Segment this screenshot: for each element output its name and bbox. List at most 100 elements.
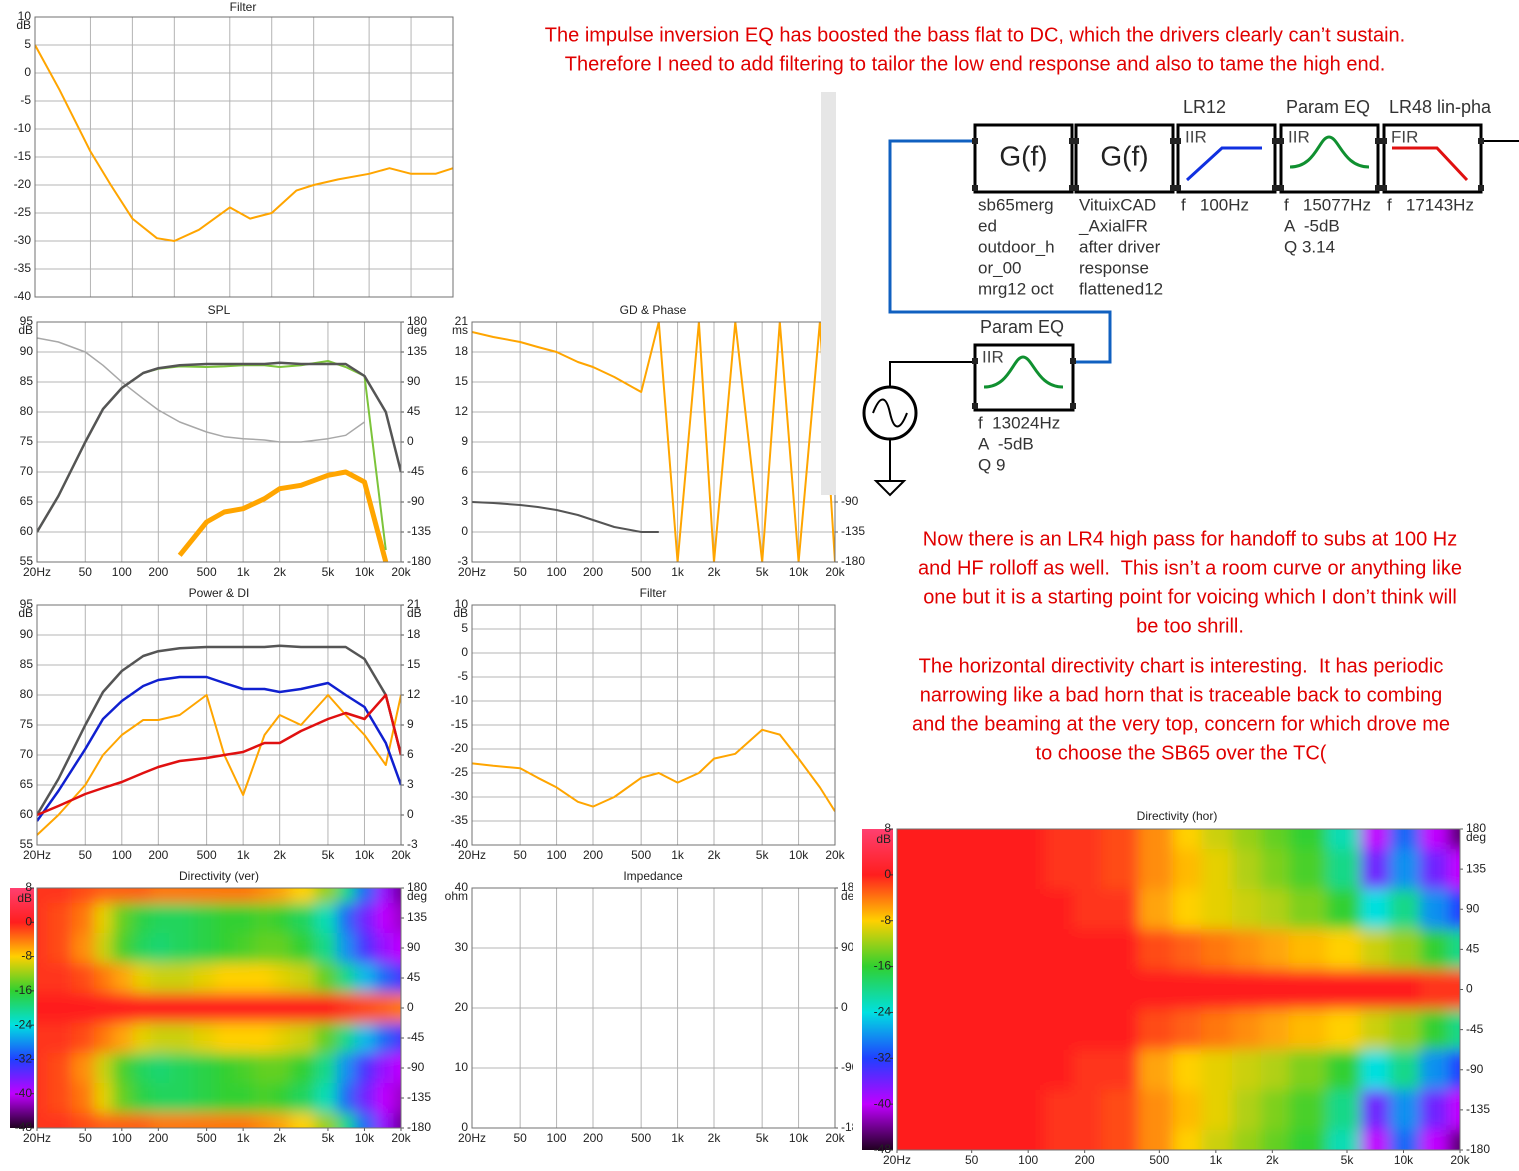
- heatmap-cell: [1232, 929, 1262, 970]
- y2-tick-label: -45: [407, 464, 425, 478]
- port: [1478, 185, 1484, 191]
- heatmap-cell: [112, 1113, 133, 1128]
- heatmap-cell: [336, 963, 356, 994]
- heatmap-cell: [1288, 1089, 1327, 1131]
- heatmap-cell: [1138, 929, 1174, 970]
- heatmap-cell: [1420, 849, 1449, 890]
- series-line: [472, 322, 835, 562]
- block-kind: FIR: [1391, 127, 1418, 146]
- heatmap-cell: [1448, 849, 1460, 890]
- heatmap-cell: [193, 1053, 216, 1084]
- heatmap-cell: [1101, 929, 1140, 970]
- heatmap-cell: [950, 1049, 986, 1091]
- y-tick-label: 70: [20, 464, 34, 478]
- heatmap-cell: [1420, 969, 1449, 1011]
- chart-title: Power & DI: [189, 586, 250, 600]
- heatmap-cell: [233, 1053, 255, 1084]
- scrollbar[interactable]: [821, 92, 836, 495]
- heatmap-cell: [375, 1053, 394, 1084]
- x-tick-label: 10k: [355, 848, 375, 862]
- heatmap-cell: [169, 903, 194, 934]
- x-tick-label: 500: [197, 848, 217, 862]
- x-tick-label: 20k: [391, 565, 411, 579]
- port: [1175, 185, 1181, 191]
- heatmap-cell: [1138, 889, 1174, 930]
- heatmap-cell: [94, 1053, 113, 1084]
- chart-title: SPL: [208, 303, 231, 317]
- heatmap-cell: [1388, 829, 1421, 850]
- y2-tick-label: -180: [407, 554, 431, 568]
- y2-tick-label: -90: [841, 1060, 859, 1074]
- y2-tick-label: 45: [407, 404, 421, 418]
- heatmap-cell: [150, 1023, 170, 1054]
- heatmap-cell: [1044, 889, 1074, 930]
- port: [1375, 138, 1381, 144]
- y2-tick-label: 0: [407, 1000, 414, 1014]
- x-tick-label: 20k: [825, 1131, 845, 1145]
- block-caption: VituixCAD: [1079, 195, 1156, 214]
- y2-tick-label: 180: [407, 314, 427, 328]
- heatmap-cell: [112, 1023, 133, 1054]
- x-tick-label: 50: [79, 848, 93, 862]
- heatmap-cell: [47, 1053, 73, 1084]
- heatmap-cell: [1044, 1049, 1074, 1091]
- heatmap-cell: [375, 1113, 394, 1128]
- heatmap-cell: [1420, 1009, 1449, 1051]
- heatmap-cell: [47, 1083, 73, 1114]
- heatmap-cell: [355, 1053, 376, 1084]
- y2-tick-label: -135: [407, 1090, 431, 1104]
- heatmap-cell: [1326, 969, 1362, 1011]
- heatmap-cell: [1260, 849, 1290, 890]
- heatmap-cell: [150, 963, 170, 994]
- heatmap-cell: [47, 933, 73, 964]
- heatmap-cell: [1288, 1049, 1327, 1091]
- heatmap-cell: [355, 888, 376, 904]
- x-tick-label: 10k: [355, 565, 375, 579]
- heatmap-cell: [233, 963, 255, 994]
- heatmap-cell: [215, 1053, 235, 1084]
- y-tick-label: 90: [20, 344, 34, 358]
- ground: [873, 480, 907, 497]
- heatmap-cell: [1326, 929, 1362, 970]
- y2-tick-label: 45: [407, 970, 421, 984]
- heatmap-cell: [897, 889, 915, 930]
- block-caption: after driver: [1079, 237, 1161, 256]
- heatmap-cell: [1360, 969, 1390, 1011]
- heatmap-cell: [150, 933, 170, 964]
- x-tick-label: 20Hz: [458, 848, 486, 862]
- heatmap-cell: [37, 1053, 49, 1084]
- y2-tick-label: 18: [407, 627, 421, 641]
- heatmap-cell: [193, 993, 216, 1024]
- colorbar-tick-label: -24: [15, 1017, 33, 1031]
- port: [1278, 138, 1284, 144]
- y-axis-label: dB: [16, 18, 31, 32]
- y-tick-label: 0: [461, 524, 468, 538]
- y-tick-label: -30: [14, 233, 32, 247]
- heatmap-cell: [94, 1113, 113, 1128]
- heatmap-cell: [1260, 829, 1290, 850]
- heatmap-cell: [233, 1023, 255, 1054]
- heatmap-cell: [1448, 929, 1460, 970]
- y-tick-label: -5: [20, 93, 31, 107]
- heatmap-cell: [215, 1113, 235, 1128]
- heatmap-cell: [215, 1023, 235, 1054]
- heatmap-cell: [1288, 1129, 1327, 1150]
- heatmap-cell: [950, 829, 986, 850]
- x-tick-label: 20k: [825, 848, 845, 862]
- heatmap-cell: [1201, 969, 1233, 1011]
- port: [1069, 185, 1075, 191]
- heatmap-cell: [913, 929, 952, 970]
- heatmap-cell: [950, 1129, 986, 1150]
- y2-tick-label: -90: [407, 494, 425, 508]
- heatmap-cell: [1013, 829, 1046, 850]
- heatmap-cell: [1360, 1129, 1390, 1150]
- x-tick-label: 10k: [789, 848, 809, 862]
- block-title: LR48 lin-pha: [1389, 97, 1492, 117]
- heatmap-cell: [393, 888, 401, 904]
- block-caption: outdoor_h: [978, 237, 1055, 256]
- heatmap-cell: [71, 1053, 95, 1084]
- heatmap-cell: [985, 1089, 1015, 1131]
- heatmap-cell: [1260, 929, 1290, 970]
- x-tick-label: 10k: [1394, 1153, 1414, 1167]
